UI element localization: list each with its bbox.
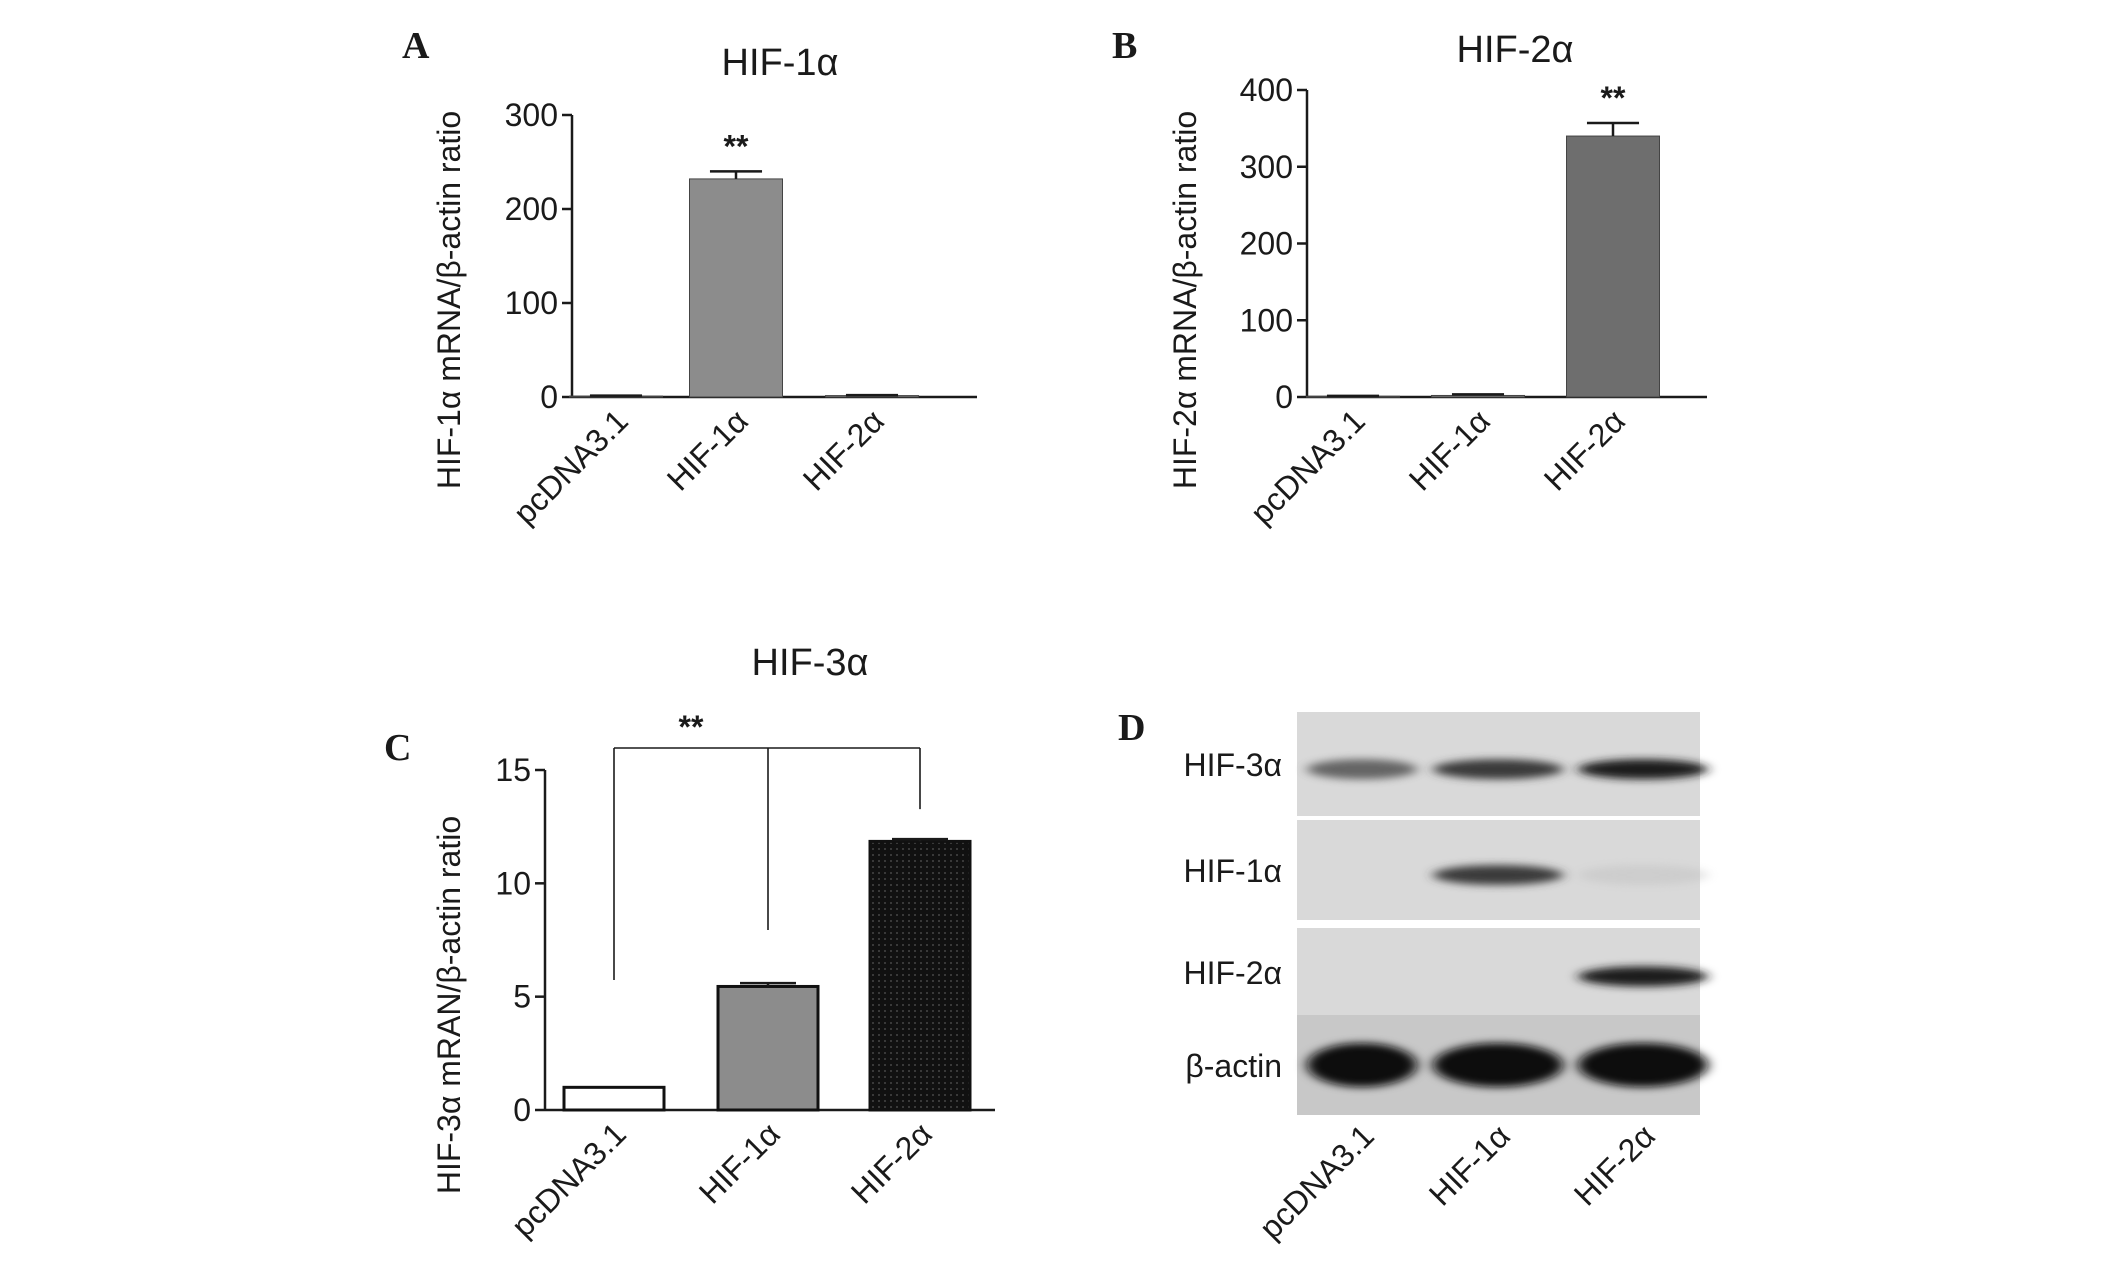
y-axis-title: HIF-3α mRAN/β-actin ratio (431, 816, 467, 1194)
blot-band (1307, 1043, 1417, 1087)
y-tick-label: 5 (513, 979, 531, 1015)
blot-band (1578, 759, 1708, 780)
y-tick-label: 0 (513, 1092, 531, 1128)
y-tick-label: 200 (1240, 226, 1293, 262)
blot-row-label: HIF-1α (1184, 853, 1283, 889)
blot-band (1307, 759, 1417, 780)
chart-title: HIF-1α (722, 42, 839, 84)
y-tick-label: 300 (1240, 149, 1293, 185)
significance-marker: ** (1601, 80, 1626, 116)
bar-2 (716, 984, 820, 1112)
blot-row-label: HIF-3α (1184, 747, 1283, 783)
western-blot: HIF-3α HIF-1α HIF-2α β-actin pcDNA3.1 HIF-1α H… (1184, 712, 1708, 1246)
y-axis-title: HIF-1α mRNA/β-actin ratio (431, 111, 467, 489)
y-tick-label: 0 (1275, 379, 1293, 415)
chart-b: HIF-2α HIF-2α mRNA/β-actin ratio 0 100 200 30… (1167, 29, 1707, 531)
category-label: HIF-2α (844, 1115, 939, 1210)
y-tick-label: 200 (505, 191, 558, 227)
category-label: HIF-2α (796, 402, 891, 497)
bar-2 (1431, 394, 1525, 398)
blot-lane-label: pcDNA3.1 (1252, 1117, 1381, 1246)
significance-marker: ** (679, 709, 704, 745)
y-tick-label: 300 (505, 97, 558, 133)
significance-marker: ** (724, 128, 749, 164)
category-label: HIF-2α (1537, 402, 1632, 497)
blot-band (1433, 1043, 1563, 1087)
bar-3 (1566, 135, 1660, 398)
blot-band (1433, 865, 1563, 885)
category-label: pcDNA3.1 (504, 1115, 633, 1244)
blot-band (1578, 966, 1708, 987)
category-label: HIF-1α (692, 1115, 787, 1210)
y-tick-label: 15 (495, 752, 531, 788)
chart-c: HIF-3α HIF-3α mRAN/β-actin ratio 0 5 10 15 pcD… (431, 642, 995, 1244)
category-label: pcDNA3.1 (1243, 402, 1372, 531)
panel-letter-a: A (402, 25, 430, 67)
bar-3 (868, 839, 972, 1112)
blot-band (1433, 759, 1563, 780)
blot-band (1578, 1043, 1708, 1087)
chart-a: HIF-1α HIF-1α mRNA/β-actin ratio 0 100 200 30… (431, 42, 977, 531)
y-tick-label: 100 (505, 285, 558, 321)
blot-band (1578, 865, 1708, 885)
y-tick-label: 0 (540, 379, 558, 415)
category-label: HIF-1α (660, 402, 755, 497)
blot-lane-label: HIF-1α (1422, 1117, 1517, 1212)
chart-title: HIF-2α (1457, 29, 1574, 71)
y-tick-label: 400 (1240, 72, 1293, 108)
blot-row-label: HIF-2α (1184, 955, 1283, 991)
blot-lane-label: HIF-2α (1567, 1117, 1662, 1212)
y-axis-title: HIF-2α mRNA/β-actin ratio (1167, 111, 1203, 489)
y-tick-label: 100 (1240, 302, 1293, 338)
panel-letter-d: D (1118, 707, 1145, 749)
y-tick-label: 10 (495, 865, 531, 901)
panel-letter-c: C (384, 727, 411, 769)
bar-2 (689, 178, 783, 398)
category-label: pcDNA3.1 (506, 402, 635, 531)
panel-letter-b: B (1112, 25, 1137, 67)
blot-row-label: β-actin (1185, 1048, 1282, 1084)
category-label: HIF-1α (1402, 402, 1497, 497)
chart-title: HIF-3α (752, 642, 869, 684)
bar-1 (562, 1085, 666, 1112)
